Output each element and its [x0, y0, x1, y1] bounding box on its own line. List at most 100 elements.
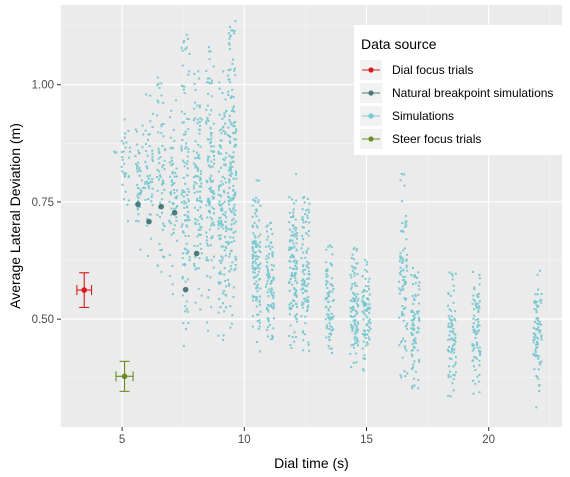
simulation-point [199, 257, 201, 259]
simulation-point [196, 267, 198, 269]
simulation-point [187, 251, 189, 253]
simulation-point [255, 201, 257, 203]
simulation-point [402, 279, 404, 281]
simulation-point [364, 330, 366, 332]
simulation-point [160, 132, 162, 134]
simulation-point [411, 311, 413, 313]
simulation-point [169, 161, 171, 163]
simulation-point [157, 265, 159, 267]
simulation-point [366, 341, 368, 343]
simulation-point [357, 298, 359, 300]
simulation-point [266, 230, 268, 232]
simulation-point [219, 145, 221, 147]
simulation-point [121, 140, 123, 142]
simulation-point [234, 121, 236, 123]
simulation-point [225, 285, 227, 287]
simulation-point [473, 318, 475, 320]
simulation-point [534, 321, 536, 323]
simulation-point [452, 302, 454, 304]
simulation-point [350, 366, 352, 368]
simulation-point [413, 385, 415, 387]
simulation-point [233, 286, 235, 288]
simulation-point [174, 172, 176, 174]
simulation-point [230, 69, 232, 71]
simulation-point [158, 148, 160, 150]
simulation-point [302, 271, 304, 273]
simulation-point [148, 178, 150, 180]
simulation-point [200, 234, 202, 236]
simulation-point [207, 158, 209, 160]
simulation-point [259, 246, 261, 248]
simulation-point [535, 406, 537, 408]
simulation-point [163, 123, 165, 125]
simulation-point [151, 150, 153, 152]
simulation-point [400, 179, 402, 181]
simulation-point [182, 252, 184, 254]
simulation-point [537, 323, 539, 325]
simulation-point [255, 242, 257, 244]
simulation-point [302, 252, 304, 254]
simulation-point [206, 117, 208, 119]
simulation-point [220, 255, 222, 257]
simulation-point [223, 130, 225, 132]
simulation-point [305, 209, 307, 211]
simulation-point [455, 273, 457, 275]
simulation-point [302, 243, 304, 245]
simulation-point [369, 307, 371, 309]
simulation-point [219, 114, 221, 116]
simulation-point [187, 74, 189, 76]
simulation-point [222, 228, 224, 230]
simulation-point [472, 380, 474, 382]
simulation-point [540, 361, 542, 363]
simulation-point [187, 311, 189, 313]
simulation-point [356, 300, 358, 302]
simulation-point [219, 129, 221, 131]
simulation-point [259, 304, 261, 306]
simulation-point [268, 274, 270, 276]
simulation-point [267, 271, 269, 273]
simulation-point [402, 337, 404, 339]
simulation-point [327, 281, 329, 283]
simulation-point [171, 184, 173, 186]
simulation-point [452, 345, 454, 347]
simulation-point [186, 308, 188, 310]
simulation-point [304, 201, 306, 203]
simulation-point [138, 167, 140, 169]
simulation-point [199, 157, 201, 159]
simulation-point [353, 258, 355, 260]
simulation-point [473, 322, 475, 324]
simulation-point [209, 177, 211, 179]
simulation-point [292, 305, 294, 307]
simulation-point [288, 249, 290, 251]
simulation-point [152, 156, 154, 158]
simulation-point [173, 228, 175, 230]
simulation-point [357, 344, 359, 346]
simulation-point [366, 271, 368, 273]
simulation-point [222, 183, 224, 185]
simulation-point [224, 201, 226, 203]
simulation-point [453, 318, 455, 320]
simulation-point [183, 203, 185, 205]
simulation-point [296, 262, 298, 264]
simulation-point [400, 252, 402, 254]
simulation-point [479, 354, 481, 356]
simulation-point [357, 340, 359, 342]
simulation-point [366, 261, 368, 263]
simulation-point [182, 322, 184, 324]
simulation-point [354, 323, 356, 325]
simulation-point [162, 102, 164, 104]
simulation-point [233, 269, 235, 271]
simulation-point [273, 265, 275, 267]
simulation-point [539, 363, 541, 365]
simulation-point [403, 320, 405, 322]
simulation-point [367, 329, 369, 331]
simulation-point [411, 327, 413, 329]
simulation-point [292, 215, 294, 217]
simulation-point [218, 217, 220, 219]
simulation-point [197, 168, 199, 170]
simulation-point [364, 309, 366, 311]
simulation-point [183, 134, 185, 136]
simulation-point [194, 218, 196, 220]
simulation-point [199, 216, 201, 218]
simulation-point [184, 264, 186, 266]
